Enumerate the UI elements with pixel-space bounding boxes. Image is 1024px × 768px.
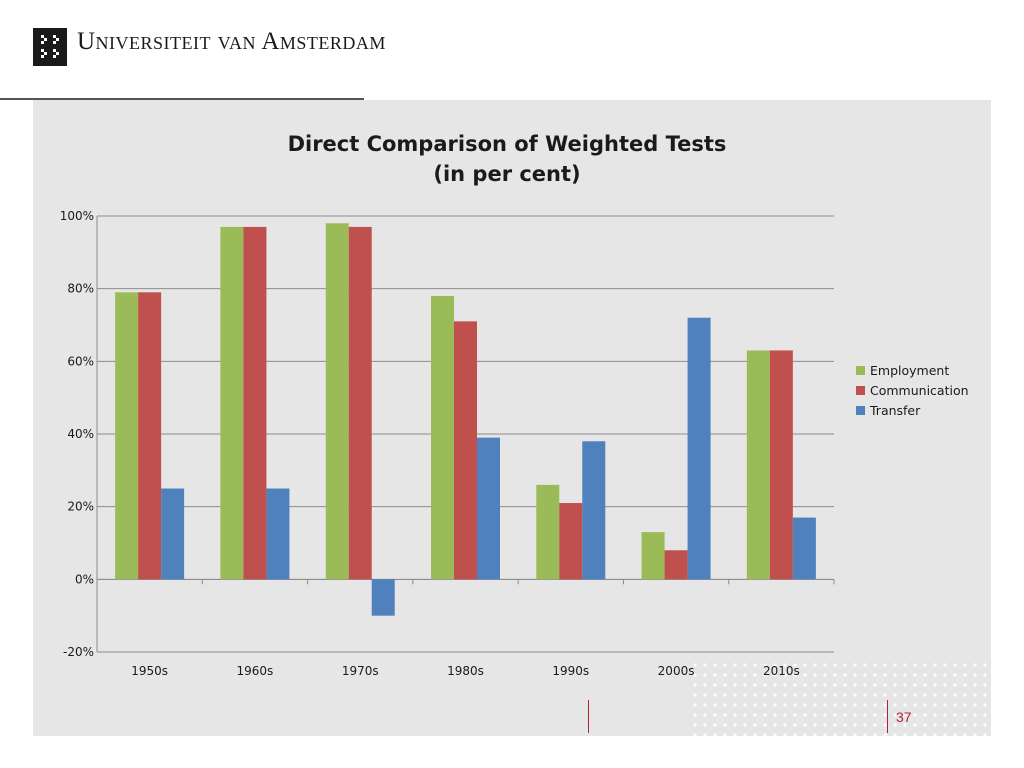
chart-legend: Employment Communication Transfer [856,363,969,418]
bar-communication-1980s [454,321,477,580]
bar-transfer-1990s [582,441,606,580]
slide-panel [33,100,991,736]
university-name: Universiteit van Amsterdam [77,28,386,55]
chart-y-axis: -20% 0% 20% 40% 60% 80% 100% [60,209,94,659]
bar-employment-1990s [536,484,560,580]
y-tick-label: -20% [63,645,94,659]
bar-employment-1970s [325,223,349,580]
bar-transfer-1960s [266,488,290,580]
bar-transfer-1980s [477,437,500,580]
bar-communication-2000s [664,550,688,580]
bar-employment-2000s [641,532,665,580]
legend-label: Communication [870,383,969,398]
legend-label: Transfer [869,403,921,418]
bar-employment-1960s [220,226,244,580]
y-tick-label: 0% [75,572,94,586]
y-tick-label: 100% [60,209,94,223]
bar-transfer-1950s [161,488,185,580]
decorative-dot-pattern [690,660,990,736]
y-tick-label: 60% [67,354,94,368]
footer-divider-left [588,700,589,733]
page-number: 37 [896,709,912,725]
x-tick-label: 1960s [237,664,274,678]
bar-communication-1950s [138,292,162,580]
bar-employment-2010s [746,350,770,580]
chart-x-axis: 1950s 1960s 1970s 1980s 1990s 2000s 2010s [96,579,835,678]
bar-communication-1990s [559,503,583,580]
bar-communication-1970s [348,226,372,580]
uva-logo-icon [33,28,67,66]
bar-employment-1950s [115,292,139,580]
legend-swatch [856,366,865,375]
chart-subtitle: (in per cent) [433,162,580,186]
bar-chart: Direct Comparison of Weighted Tests (in … [60,132,969,678]
x-tick-label: 1990s [552,664,589,678]
bar-transfer-2000s [687,317,711,580]
bar-communication-1960s [243,226,267,580]
x-tick-label: 1950s [131,664,168,678]
x-tick-label: 1970s [342,664,379,678]
y-tick-label: 80% [67,282,94,296]
legend-swatch [856,406,865,415]
chart-bars [115,223,816,616]
bar-employment-1980s [431,295,454,580]
bar-transfer-1970s [371,579,395,616]
legend-swatch [856,386,865,395]
legend-label: Employment [870,363,949,378]
y-tick-label: 40% [67,427,94,441]
bar-transfer-2010s [792,517,816,580]
x-tick-label: 1980s [447,664,484,678]
header-rule [0,98,364,100]
bar-communication-2010s [769,350,793,580]
x-tick-label: 2000s [658,664,695,678]
footer-divider-right [887,700,888,733]
logo [33,28,67,66]
y-tick-label: 20% [67,500,94,514]
chart-title: Direct Comparison of Weighted Tests [288,132,727,156]
x-tick-label: 2010s [763,664,800,678]
